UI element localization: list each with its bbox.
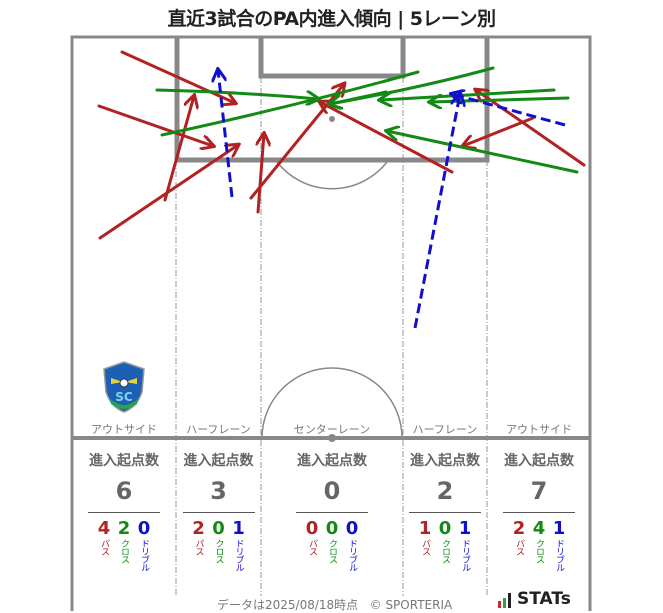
date-note: データは2025/08/18時点 xyxy=(217,598,359,612)
pass-count: 2 xyxy=(512,518,526,539)
divider xyxy=(503,512,575,513)
dribble-count: 1 xyxy=(458,518,472,539)
stat-total: 7 xyxy=(530,477,548,505)
cross-count: 4 xyxy=(532,518,546,539)
pass-arrows xyxy=(97,50,586,240)
pass-label: パス xyxy=(307,539,317,555)
stats-logo: STATs xyxy=(498,590,571,608)
stat-header: 進入起点数 xyxy=(410,453,480,469)
pass-count: 1 xyxy=(418,518,432,539)
stat-total: 6 xyxy=(115,477,133,505)
lane-stats-center: 進入起点数 0 0 パス 0 クロス 0 ドリブル xyxy=(261,450,403,571)
lane-label-left-half: ハーフレーン xyxy=(186,423,251,436)
stat-header: 進入起点数 xyxy=(183,453,254,469)
dribble-label: ドリブル xyxy=(347,539,357,571)
dribble-count: 1 xyxy=(552,518,566,539)
cross-label: クロス xyxy=(213,539,224,563)
stat-header: 進入起点数 xyxy=(504,453,574,469)
dribble-count: 0 xyxy=(345,518,359,539)
penalty-arc xyxy=(276,161,388,190)
lane-stats-left-outside: 進入起点数 6 4 パス 2 クロス 0 ドリブル xyxy=(72,450,176,571)
stat-header: 進入起点数 xyxy=(89,453,159,469)
divider xyxy=(182,512,255,513)
cross-count: 0 xyxy=(325,518,339,539)
stat-header: 進入起点数 xyxy=(297,453,367,469)
stat-total: 0 xyxy=(323,477,341,505)
pass-label: パス xyxy=(420,539,430,555)
cross-label: クロス xyxy=(534,539,544,563)
cross-count: 0 xyxy=(212,518,225,539)
dribble-label: ドリブル xyxy=(460,539,470,571)
lane-stats-left-half: 進入起点数 3 2 パス 0 クロス 1 ドリブル xyxy=(176,450,261,571)
lane-label-center: センターレーン xyxy=(293,423,371,436)
pitch-boundary xyxy=(70,35,592,611)
pass-label: パス xyxy=(99,539,109,555)
footer-note: データは2025/08/18時点 © SPORTERIA xyxy=(217,596,452,613)
pass-label: パス xyxy=(193,539,204,555)
dribble-label: ドリブル xyxy=(139,539,149,571)
goal-area xyxy=(258,37,406,79)
lane-dividers xyxy=(175,77,488,596)
center-circle xyxy=(261,367,403,439)
pass-count: 0 xyxy=(305,518,319,539)
cross-label: クロス xyxy=(327,539,337,563)
team-emblem-icon: SC xyxy=(103,361,145,413)
logo-bar-icon xyxy=(508,593,511,608)
svg-text:SC: SC xyxy=(115,390,133,404)
logo-bar-icon xyxy=(498,601,501,608)
chart-title: 直近3試合のPA内進入傾向 | 5レーン別 xyxy=(167,8,496,30)
pass-label: パス xyxy=(514,539,524,555)
lane-label-right-outside: アウトサイド xyxy=(506,423,572,436)
dribble-count: 1 xyxy=(232,518,245,539)
copyright: © SPORTERIA xyxy=(369,598,453,612)
cross-label: クロス xyxy=(440,539,450,563)
divider xyxy=(88,512,160,513)
dribble-label: ドリブル xyxy=(554,539,564,571)
cross-count: 0 xyxy=(438,518,452,539)
pass-count: 4 xyxy=(97,518,111,539)
brand-name: STATs xyxy=(517,589,571,609)
penalty-spot xyxy=(329,116,335,122)
divider xyxy=(296,512,368,513)
cross-arrows xyxy=(155,66,579,174)
dribble-label: ドリブル xyxy=(233,539,244,571)
lane-stats-right-outside: 進入起点数 7 2 パス 4 クロス 1 ドリブル xyxy=(487,450,591,571)
center-spot xyxy=(328,434,336,442)
stat-total: 3 xyxy=(210,477,227,505)
cross-count: 2 xyxy=(117,518,131,539)
pass-count: 2 xyxy=(192,518,205,539)
cross-label: クロス xyxy=(119,539,129,563)
dribble-count: 0 xyxy=(137,518,151,539)
divider xyxy=(409,512,481,513)
logo-bar-icon xyxy=(503,598,506,608)
lane-label-left-outside: アウトサイド xyxy=(91,423,157,436)
dribble-arrows xyxy=(218,70,566,329)
stat-total: 2 xyxy=(436,477,454,505)
lane-stats-right-half: 進入起点数 2 1 パス 0 クロス 1 ドリブル xyxy=(403,450,487,571)
lane-label-right-half: ハーフレーン xyxy=(412,423,478,436)
